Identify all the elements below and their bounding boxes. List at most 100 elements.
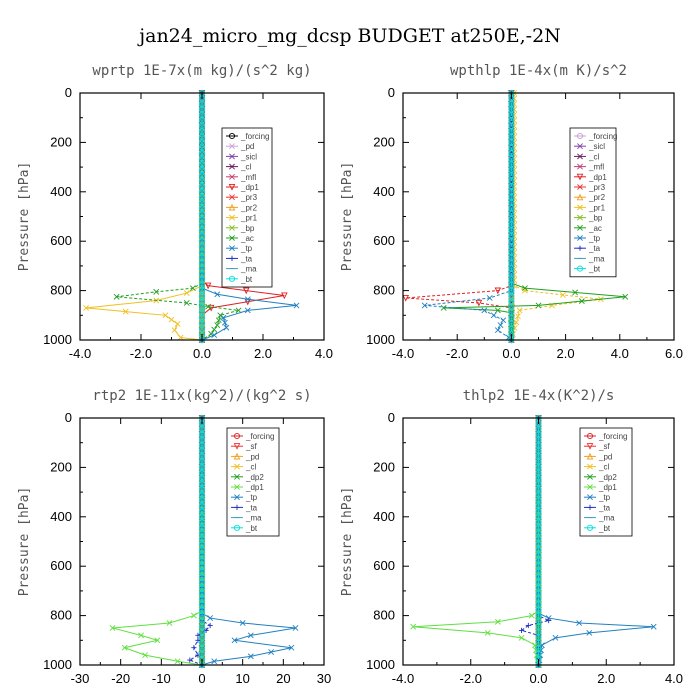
legend-marker (229, 235, 235, 241)
x-tick-label: 2.0 (597, 671, 615, 686)
y-axis-label: Pressure [hPa] (340, 162, 355, 272)
series-marker (268, 649, 275, 655)
series-bt (535, 414, 542, 669)
panel-title: wpthlp 1E-4x(m K)/s^2 (450, 63, 627, 79)
series-marker (214, 291, 221, 298)
series-marker (154, 637, 161, 644)
y-tick-label: 600 (373, 233, 395, 248)
series-marker (244, 307, 251, 314)
legend-marker (229, 214, 235, 221)
legend-label: _ta (245, 503, 258, 512)
series-marker (207, 615, 214, 621)
y-tick-label: 800 (50, 608, 72, 623)
series-dp1 (109, 415, 205, 668)
legend-marker (234, 494, 240, 501)
legend-marker (233, 524, 241, 531)
legend-label: _ma (588, 254, 605, 263)
legend-marker (233, 443, 241, 450)
x-tick-label: -4.0 (69, 346, 91, 361)
panel-title: rtp2 1E-11x(kg^2)/(kg^2 s) (92, 388, 311, 404)
legend-marker (586, 443, 594, 450)
legend-marker (234, 463, 240, 470)
series-marker (535, 302, 542, 309)
legend-label: _bt (245, 524, 258, 533)
legend-marker (228, 183, 236, 191)
series-marker (231, 637, 238, 644)
x-tick-label: 0 (198, 671, 205, 686)
x-tick-label: -2.0 (446, 346, 468, 361)
y-axis-label: Pressure [hPa] (340, 487, 355, 597)
series-marker (211, 326, 218, 333)
x-tick-label: 2.0 (254, 346, 272, 361)
series-marker (402, 294, 410, 302)
chart-panel-3: rtp2 1E-11x(kg^2)/(kg^2 s) Pressure [hPa]… (17, 388, 331, 686)
y-tick-label: 1000 (43, 657, 72, 672)
legend-label: _tp (598, 493, 611, 502)
y-tick-label: 600 (373, 558, 395, 573)
legend-marker (577, 184, 583, 190)
legend-label: _dp1 (588, 173, 607, 182)
legend-marker (577, 163, 583, 170)
legend-marker (577, 214, 583, 221)
series-marker (195, 632, 201, 638)
y-tick-label: 800 (373, 283, 395, 298)
x-tick-label: 0.0 (529, 671, 547, 686)
legend-marker (576, 193, 584, 201)
x-tick-label: 30 (317, 671, 331, 686)
legend-marker (587, 494, 593, 501)
x-tick-label: -10 (152, 671, 171, 686)
series-marker (215, 317, 222, 324)
series-marker (481, 307, 488, 314)
series-marker (528, 612, 535, 619)
legend-label: _pr2 (588, 193, 606, 202)
series-marker (220, 314, 227, 321)
y-tick-label: 1000 (366, 657, 395, 672)
y-tick-label: 400 (50, 509, 72, 524)
legend-marker (228, 132, 236, 140)
x-tick-label: -4.0 (392, 671, 414, 686)
legend-label: _ac (240, 234, 254, 243)
legend-label: _ma (240, 265, 257, 274)
legend-label: _pr3 (240, 193, 258, 202)
y-axis-label: Pressure [hPa] (17, 162, 32, 272)
legend-label: _cl (598, 463, 609, 472)
legend-label: _bt (588, 265, 601, 274)
series-line (112, 418, 203, 666)
legend-marker (576, 265, 584, 272)
legend-label: _bp (240, 224, 255, 233)
legend-label: _dp2 (245, 473, 264, 482)
x-tick-label: 4.0 (665, 671, 683, 686)
legend: _forcing_sf_pd _cl_dp2_dp1_tp_ta _ma_bt (226, 427, 280, 537)
y-tick-label: 400 (373, 509, 395, 524)
series-marker (195, 637, 201, 643)
series-marker (211, 658, 218, 665)
series-line (201, 93, 297, 341)
series-marker (516, 307, 523, 314)
series-marker (221, 319, 228, 326)
series-marker (211, 332, 218, 338)
legend-label: _cl (588, 152, 599, 161)
x-tick-label: -30 (71, 671, 90, 686)
series-line (424, 93, 512, 341)
series-marker (174, 321, 181, 327)
legend-marker (586, 432, 594, 440)
legend-marker (233, 452, 241, 460)
legend-marker (577, 245, 583, 251)
series-marker (440, 304, 447, 311)
legend-marker (229, 194, 235, 201)
legend-label: _dp1 (240, 183, 259, 192)
y-tick-label: 400 (373, 184, 395, 199)
series-marker (518, 634, 525, 641)
legend-marker (229, 153, 235, 160)
series-marker (242, 287, 250, 295)
series-marker (207, 622, 213, 629)
legend-label: _mfl (240, 173, 256, 182)
series-marker (171, 327, 178, 334)
legend-label: _ta (240, 254, 253, 263)
legend-marker (234, 484, 240, 490)
legend-label: _bt (240, 275, 253, 284)
series-marker (650, 623, 657, 630)
panel-title: wprtp 1E-7x(m kg)/(s^2 kg) (92, 63, 311, 79)
legend-label: _ta (588, 244, 601, 253)
legend-marker (587, 473, 593, 480)
